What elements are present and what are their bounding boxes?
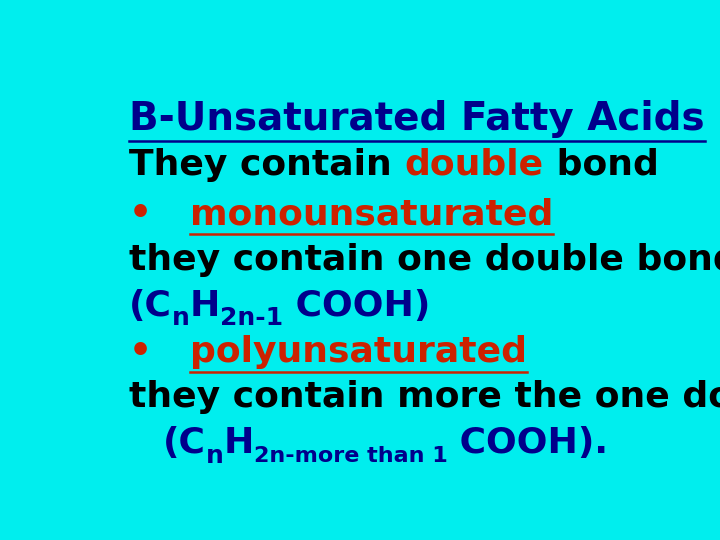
Text: •: • [129, 198, 190, 232]
Text: (C: (C [129, 289, 172, 323]
Text: 2n-1: 2n-1 [220, 306, 283, 330]
Text: (C: (C [163, 426, 205, 460]
Text: n: n [205, 444, 223, 468]
Text: n: n [172, 306, 190, 330]
Text: they contain more the one double bond: they contain more the one double bond [129, 381, 720, 414]
Text: 2n-more than 1: 2n-more than 1 [253, 446, 447, 465]
Text: •: • [129, 335, 190, 369]
Text: COOH): COOH) [283, 289, 431, 323]
Text: COOH).: COOH). [447, 426, 608, 460]
Text: polyunsaturated: polyunsaturated [190, 335, 527, 369]
Text: H: H [223, 426, 253, 460]
Text: bond: bond [544, 147, 658, 181]
Text: double: double [405, 147, 544, 181]
Text: monounsaturated: monounsaturated [190, 198, 554, 232]
Text: They contain: They contain [129, 147, 405, 181]
Text: B-Unsaturated Fatty Acids: B-Unsaturated Fatty Acids [129, 100, 705, 138]
Text: they contain one double bonds .: they contain one double bonds . [129, 243, 720, 277]
Text: H: H [190, 289, 220, 323]
